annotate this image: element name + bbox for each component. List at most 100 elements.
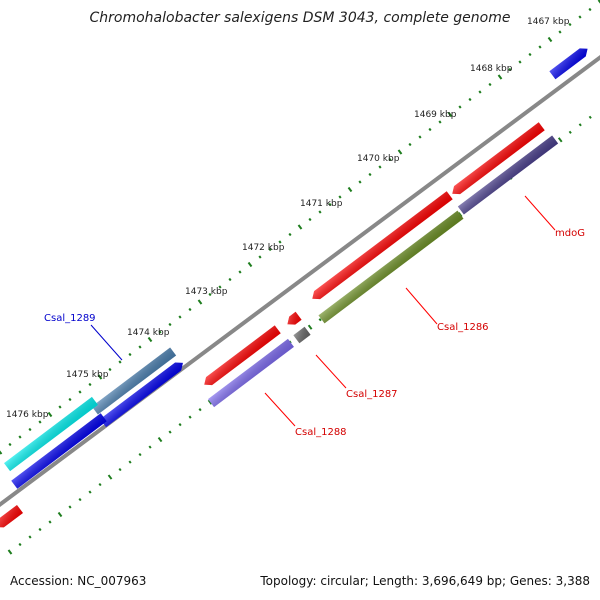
leader-line (90, 324, 123, 361)
tick-mark (88, 490, 92, 494)
tick-mark (97, 374, 103, 380)
gene-darkslate-mdog (457, 135, 559, 215)
tick-mark (468, 97, 472, 102)
tick-mark (188, 415, 192, 419)
tick-mark (68, 397, 72, 402)
gene-red-1288 (204, 325, 281, 386)
tick-mark (178, 315, 182, 319)
tick-mark (347, 186, 353, 193)
gene-red-bottom-shade (0, 504, 23, 528)
gene-label: Csal_1287 (346, 389, 398, 400)
tick-mark (28, 427, 32, 432)
tick-label: 1472 kbp (242, 243, 285, 253)
gene-gray-1287 (293, 326, 311, 344)
tick-mark (318, 210, 322, 214)
leader-line (264, 392, 296, 427)
tick-mark (578, 15, 582, 19)
gene-label: mdoG (555, 228, 585, 239)
tick-mark (18, 435, 22, 439)
gene-cyan-shade (4, 396, 98, 472)
tick-mark (58, 405, 62, 409)
tick-mark (247, 261, 253, 268)
map-title: Chromohalobacter salexigens DSM 3043, co… (89, 10, 511, 26)
leader-line (315, 354, 347, 389)
tick-mark (518, 60, 522, 64)
tick-mark (408, 142, 412, 147)
tick-mark (8, 442, 12, 447)
tick-mark (68, 505, 72, 509)
tick-mark (447, 111, 453, 118)
tick-mark (118, 360, 122, 364)
tick-mark (138, 452, 142, 457)
gene-olive-1286-shade (318, 210, 464, 324)
tick-mark (588, 7, 592, 12)
leader-line (524, 195, 556, 231)
gene-blue-inner-1 (100, 362, 183, 428)
leader-line (405, 287, 438, 325)
tick-mark (107, 474, 113, 480)
tick-mark (48, 520, 52, 524)
tick-mark (158, 330, 162, 334)
tick-mark (147, 336, 153, 343)
tick-mark (128, 352, 132, 357)
gene-label: Csal_1289 (44, 313, 96, 324)
tick-mark (568, 22, 572, 27)
tick-mark (78, 497, 82, 502)
tick-mark (588, 115, 592, 119)
tick-mark (478, 90, 482, 94)
tick-mark (18, 542, 22, 547)
tick-mark (268, 247, 272, 252)
tick-mark (118, 467, 122, 472)
gene-red-mdog (452, 122, 545, 195)
tick-mark (358, 180, 362, 184)
gene-blue-inner-2-shade (11, 413, 107, 489)
tick-mark (0, 450, 3, 455)
tick-mark (88, 382, 92, 387)
tick-mark (418, 135, 422, 139)
tick-mark (148, 445, 152, 449)
gene-label: Csal_1286 (437, 322, 489, 333)
tick-mark (397, 149, 403, 155)
tick-mark (258, 255, 262, 259)
tick-mark (98, 482, 102, 487)
gene-red-small-shade (287, 311, 302, 325)
tick-label: 1473 kbp (185, 287, 228, 297)
tick-mark (338, 195, 342, 199)
tick-mark (138, 345, 142, 349)
gene-darkslate-mdog-shade (457, 135, 559, 215)
gene-blue-inner-2 (11, 413, 107, 489)
tick-mark (558, 30, 562, 34)
tick-mark (497, 74, 503, 80)
tick-mark (228, 277, 232, 282)
gene-blue-top (549, 48, 588, 80)
gene-red-1288-shade (204, 325, 281, 386)
tick-mark (458, 105, 462, 109)
gene-slateblue-1288-shade (208, 338, 294, 408)
tick-label: 1471 kbp (300, 199, 343, 209)
gene-gray-1287-shade (293, 326, 311, 344)
tick-labels: 1467 kbp 1468 kbp 1469 kbp 1470 kbp 1471 kbp… (6, 17, 570, 420)
tick-mark (238, 270, 242, 274)
genome-summary-text: Topology: circular; Length: 3,696,649 bp… (260, 574, 590, 588)
tick-mark (508, 67, 512, 72)
gene-blue-inner-1-shade (100, 362, 183, 428)
gene-label: Csal_1288 (295, 427, 347, 438)
gene-features (0, 48, 588, 528)
tick-mark (7, 549, 13, 555)
tick-mark (207, 399, 213, 405)
gene-slateblue-1288 (208, 338, 294, 408)
gene-cyan (4, 396, 98, 472)
tick-label: 1475 kbp (66, 370, 109, 380)
tick-mark (157, 436, 163, 443)
tick-label: 1476 kbp (6, 410, 49, 420)
tick-mark (278, 240, 282, 244)
tick-mark (188, 307, 192, 312)
tick-mark (47, 411, 53, 418)
tick-label: 1470 kbp (357, 154, 400, 164)
genome-backbone (0, 54, 600, 508)
tick-mark (108, 367, 112, 372)
tick-mark (318, 318, 322, 322)
tick-mark (178, 422, 182, 427)
